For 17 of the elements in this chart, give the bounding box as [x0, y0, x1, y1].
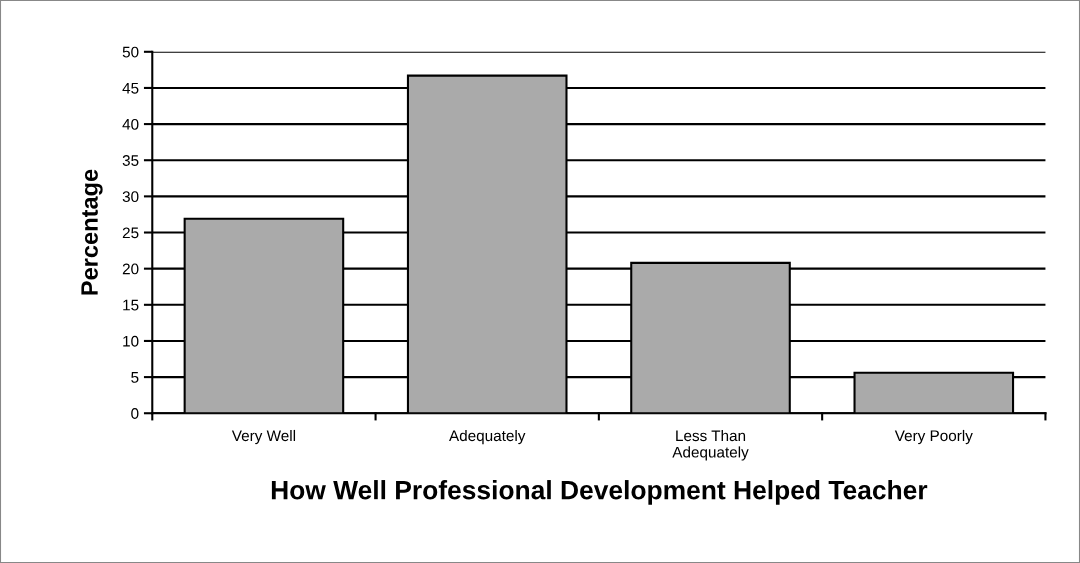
- y-tick-label: 40: [122, 118, 139, 130]
- y-tick-label: 10: [123, 335, 139, 347]
- y-tick-label: 20: [122, 263, 139, 275]
- x-axis-title: How Well Professional Development Helped Teacher: [271, 480, 928, 505]
- y-tick-label: 25: [122, 227, 139, 239]
- x-tick-label: Adequately: [449, 429, 526, 445]
- y-tick-label: 45: [122, 82, 139, 94]
- y-tick-label: 5: [131, 372, 139, 383]
- y-tick-label: 15: [123, 299, 139, 311]
- y-tick-label: 35: [122, 155, 139, 166]
- x-tick-label: Very Poorly: [894, 429, 973, 445]
- y-tick-label: 30: [122, 191, 139, 203]
- x-tick-label: Very Well: [231, 429, 296, 445]
- y-tick-label: 50: [122, 46, 139, 58]
- x-tick-label: Less Than Adequately: [672, 429, 749, 461]
- y-axis-title: Percentage: [81, 169, 103, 295]
- y-tick-label: 0: [131, 408, 139, 419]
